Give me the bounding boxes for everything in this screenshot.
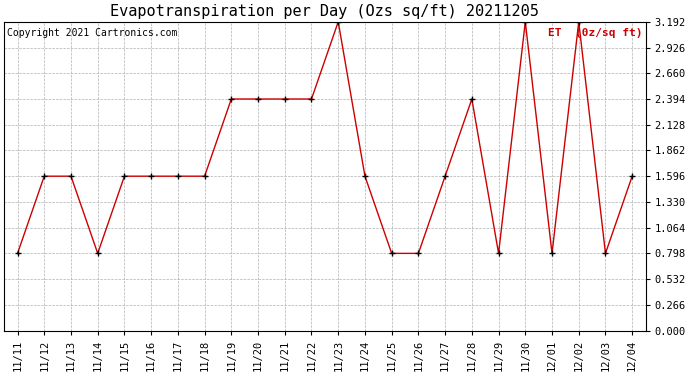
Title: Evapotranspiration per Day (Ozs sq/ft) 20211205: Evapotranspiration per Day (Ozs sq/ft) 2…: [110, 4, 540, 19]
Text: ET  (0z/sq ft): ET (0z/sq ft): [548, 28, 642, 38]
Text: Copyright 2021 Cartronics.com: Copyright 2021 Cartronics.com: [8, 28, 178, 38]
